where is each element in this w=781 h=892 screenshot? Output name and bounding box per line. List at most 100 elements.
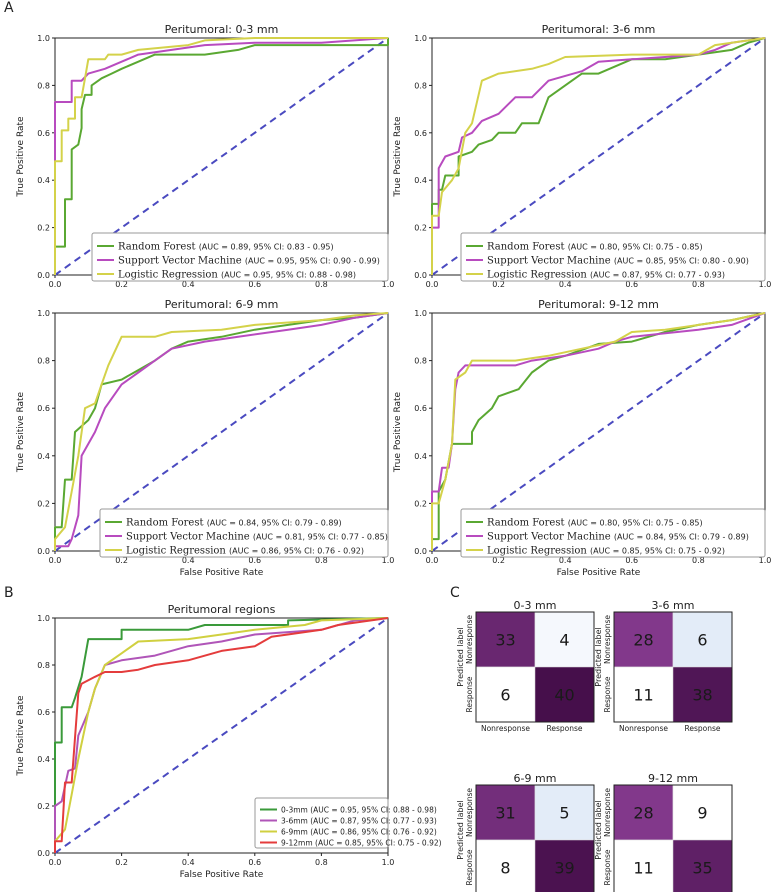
- roc-series-line-3: [54, 312, 389, 551]
- matrix-cell: [672, 839, 733, 892]
- legend-series-stats: (AUC = 0.84, 95% CI: 0.79 - 0.89): [614, 533, 749, 542]
- legend-series-stats: (AUC = 0.86, 95% CI: 0.76 - 0.92): [229, 547, 364, 556]
- matrix-cell: [672, 611, 733, 668]
- matrix-col-label: Response: [546, 724, 582, 733]
- matrix-cell: [534, 666, 595, 723]
- legend-series-stats: (AUC = 0.87, 95% CI: 0.77 - 0.93): [590, 271, 725, 280]
- x-tick-label: 1.0: [759, 556, 772, 565]
- chance-diagonal-line: [54, 312, 389, 552]
- y-tick-label: 0.6: [414, 129, 427, 138]
- y-tick-label: 0.2: [37, 499, 50, 508]
- x-tick-label: 0.4: [182, 280, 195, 289]
- matrix-col-label: Nonresponse: [481, 724, 530, 733]
- matrix-ylabel: Predicted label: [456, 800, 465, 859]
- x-tick-label: 0.2: [115, 556, 128, 565]
- matrix-row-label: Response: [603, 676, 612, 712]
- matrix-cell-value: 11: [633, 686, 653, 705]
- chance-diagonal-line: [431, 37, 766, 276]
- roc-chart-5: Peritumoral regions 0.00.0 0.2 0.2 0.4 0.4 0.6…: [16, 603, 442, 880]
- roc-series-line-3: [431, 312, 766, 551]
- matrix-frame: [613, 784, 733, 892]
- legend-entry: Random Forest (AUC = 0.80, 95% CI: 0.75 …: [487, 242, 703, 253]
- legend-entry: Logistic Regression (AUC = 0.95, 95% CI:…: [118, 270, 356, 281]
- y-tick-label: 0.2: [414, 499, 427, 508]
- legend-series-name: 9-12mm: [281, 839, 315, 848]
- matrix-ylabel: Predicted label: [594, 627, 603, 686]
- legend-series-name: Logistic Regression: [487, 270, 590, 281]
- y-tick-label: 1.0: [414, 34, 427, 43]
- chart-title: Peritumoral: 0-3 mm: [165, 23, 279, 36]
- panel-label-a: A: [4, 0, 14, 16]
- x-tick-label: 0.8: [315, 556, 328, 565]
- y-tick-label: 0.4: [414, 452, 427, 461]
- x-tick-label: 0.0: [49, 280, 62, 289]
- panel-label-b: B: [4, 585, 14, 601]
- y-axis-label: True Positive Rate: [16, 116, 26, 198]
- roc-series-line-4: [54, 617, 389, 853]
- x-tick-label: 0.4: [559, 556, 572, 565]
- y-axis-label: True Positive Rate: [16, 391, 26, 473]
- legend-entry: Logistic Regression (AUC = 0.87, 95% CI:…: [487, 270, 725, 281]
- x-tick-label: 0.0: [49, 556, 62, 565]
- matrix-cell: [613, 611, 674, 668]
- legend-entry: 0-3mm (AUC = 0.95, 95% CI: 0.88 - 0.98): [281, 806, 437, 815]
- legend-series-name: 3-6mm: [281, 817, 310, 826]
- matrix-row-label: Response: [603, 849, 612, 885]
- roc-series-line-2: [54, 37, 389, 275]
- roc-series-line-3: [431, 37, 766, 275]
- legend-entry: Support Vector Machine (AUC = 0.84, 95% …: [487, 532, 749, 543]
- x-axis-label: False Positive Rate: [557, 568, 641, 578]
- matrix-cell-value: 39: [554, 859, 574, 878]
- x-tick-label: 0.8: [315, 858, 328, 867]
- x-tick-label: 0.6: [248, 280, 261, 289]
- roc-chart-4: Peritumoral: 9-12 mm 0.00.0 0.2 0.2 0.4 0.4 0.…: [393, 298, 771, 578]
- y-tick-label: 1.0: [37, 309, 50, 318]
- x-tick-label: 0.4: [559, 280, 572, 289]
- legend-series-stats: (AUC = 0.95, 95% CI: 0.90 - 0.99): [245, 257, 380, 266]
- roc-chart-1: Peritumoral: 0-3 mm 0.00.0 0.2 0.2 0.4 0.4 0.6…: [16, 23, 394, 289]
- y-tick-label: 0.6: [414, 404, 427, 413]
- legend-box: [91, 232, 389, 282]
- y-tick-label: 0.8: [37, 661, 50, 670]
- x-tick-label: 0.4: [182, 556, 195, 565]
- legend-series-name: Random Forest: [126, 518, 207, 529]
- x-tick-label: 0.8: [692, 280, 705, 289]
- x-tick-label: 0.4: [182, 858, 195, 867]
- x-tick-label: 0.6: [625, 556, 638, 565]
- legend-series-stats: (AUC = 0.86, 95% CI: 0.76 - 0.92): [310, 828, 437, 837]
- legend-entry: Logistic Regression (AUC = 0.86, 95% CI:…: [126, 546, 364, 557]
- x-tick-label: 0.6: [248, 858, 261, 867]
- legend-entry: Random Forest (AUC = 0.80, 95% CI: 0.75 …: [487, 518, 703, 529]
- matrix-cell-value: 6: [500, 686, 510, 705]
- y-tick-label: 0.4: [37, 755, 50, 764]
- roc-series-line-2: [54, 312, 389, 551]
- roc-series-line-1: [54, 312, 389, 551]
- legend-box: [254, 797, 389, 849]
- legend-entry: Support Vector Machine (AUC = 0.95, 95% …: [118, 256, 380, 267]
- matrix-cell-value: 5: [559, 804, 569, 823]
- roc-series-line-1: [54, 617, 389, 853]
- legend-series-name: Random Forest: [118, 242, 199, 253]
- matrix-cell-value: 28: [633, 804, 653, 823]
- matrix-cell-value: 6: [697, 631, 707, 650]
- x-tick-label: 0.2: [115, 858, 128, 867]
- y-tick-label: 0.4: [37, 452, 50, 461]
- legend-series-stats: (AUC = 0.84, 95% CI: 0.79 - 0.89): [207, 519, 342, 528]
- chart-title: Peritumoral: 3-6 mm: [542, 23, 656, 36]
- y-tick-label: 0.0: [37, 849, 50, 858]
- legend-series-name: 6-9mm: [281, 828, 310, 837]
- y-tick-label: 0.8: [414, 357, 427, 366]
- matrix-cell-value: 9: [697, 804, 707, 823]
- matrix-row-label: Nonresponse: [603, 615, 612, 664]
- x-tick-label: 0.0: [49, 858, 62, 867]
- roc-series-line-3: [54, 617, 389, 853]
- legend-entry: 9-12mm (AUC = 0.85, 95% CI: 0.75 - 0.92): [281, 839, 442, 848]
- matrix-cell: [534, 611, 595, 668]
- legend-series-stats: (AUC = 0.85, 95% CI: 0.75 - 0.92): [315, 839, 442, 848]
- x-axis-label: False Positive Rate: [180, 870, 264, 880]
- matrix-row-label: Nonresponse: [603, 788, 612, 837]
- x-tick-label: 0.8: [315, 280, 328, 289]
- legend-series-name: Logistic Regression: [487, 546, 590, 557]
